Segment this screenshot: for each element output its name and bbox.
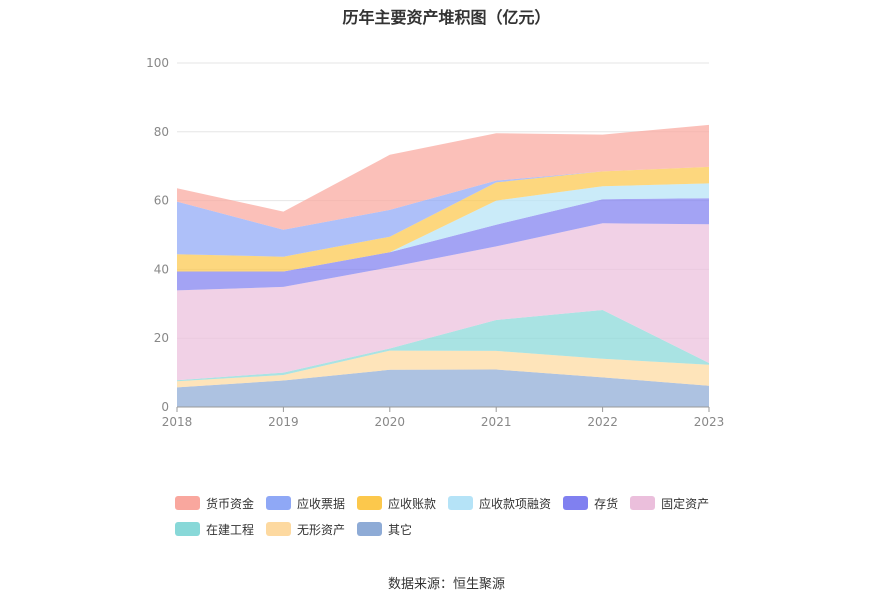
- legend-swatch: [630, 496, 656, 510]
- y-tick-label: 0: [161, 400, 169, 414]
- y-tick-label: 80: [154, 125, 169, 139]
- legend-swatch: [357, 496, 383, 510]
- x-tick-label: 2022: [587, 415, 618, 429]
- legend-label: 存货: [594, 496, 619, 511]
- area-其它: [177, 369, 709, 407]
- legend-swatch: [357, 522, 383, 536]
- legend: 货币资金 应收票据 应收账款 应收款项融资 存货 固定资产在建工程 无形资产 其它: [175, 494, 735, 546]
- legend-item[interactable]: 存货: [563, 494, 618, 512]
- data-source-note: 数据来源：恒生聚源: [387, 577, 505, 592]
- legend-item[interactable]: 无形资产: [266, 520, 345, 538]
- y-tick-label: 40: [154, 262, 169, 276]
- legend-swatch: [175, 522, 200, 536]
- y-tick-label: 100: [146, 56, 169, 70]
- legend-swatch: [175, 496, 200, 510]
- legend-item[interactable]: 在建工程: [175, 520, 254, 538]
- legend-label: 固定资产: [661, 496, 710, 511]
- chart-title: 历年主要资产堆积图（亿元）: [342, 8, 551, 27]
- y-tick-label: 60: [154, 194, 169, 208]
- legend-item[interactable]: 货币资金: [175, 494, 254, 512]
- legend-item[interactable]: 应收款项融资: [448, 494, 551, 512]
- x-axis-tick-labels: 2018 2019 2020 2021 2022 2023: [162, 415, 725, 429]
- legend-item[interactable]: 其它: [357, 520, 412, 538]
- area-无形资产: [177, 350, 709, 388]
- x-tick-label: 2023: [694, 415, 725, 429]
- area-货币资金: [177, 124, 709, 230]
- legend-swatch: [563, 496, 589, 510]
- area-存货: [177, 198, 709, 291]
- x-tick-label: 2019: [268, 415, 299, 429]
- legend-item[interactable]: 固定资产: [630, 494, 709, 512]
- legend-swatch: [448, 496, 474, 510]
- legend-swatch: [266, 496, 292, 510]
- y-tick-label: 20: [154, 331, 169, 345]
- area-series: [177, 124, 709, 407]
- x-tick-label: 2021: [481, 415, 512, 429]
- legend-item[interactable]: 应收票据: [266, 494, 345, 512]
- x-axis: [176, 406, 710, 412]
- legend-label: 应收款项融资: [479, 496, 552, 511]
- area-固定资产: [177, 223, 709, 381]
- legend-label: 在建工程: [206, 522, 255, 537]
- y-axis-tick-labels: 0 20 40 60 80 100: [146, 56, 169, 414]
- x-tick-label: 2020: [375, 415, 406, 429]
- area-应收款项融资: [177, 183, 709, 272]
- x-tick-label: 2018: [162, 415, 193, 429]
- area-应收票据: [177, 166, 709, 257]
- legend-item[interactable]: 应收账款: [357, 494, 436, 512]
- area-在建工程: [177, 310, 709, 382]
- legend-label: 无形资产: [297, 522, 346, 537]
- legend-label: 应收票据: [297, 496, 346, 511]
- legend-label: 其它: [388, 522, 413, 537]
- legend-swatch: [266, 522, 292, 536]
- area-应收账款: [177, 166, 709, 272]
- legend-label: 货币资金: [206, 496, 255, 511]
- legend-label: 应收账款: [388, 496, 437, 511]
